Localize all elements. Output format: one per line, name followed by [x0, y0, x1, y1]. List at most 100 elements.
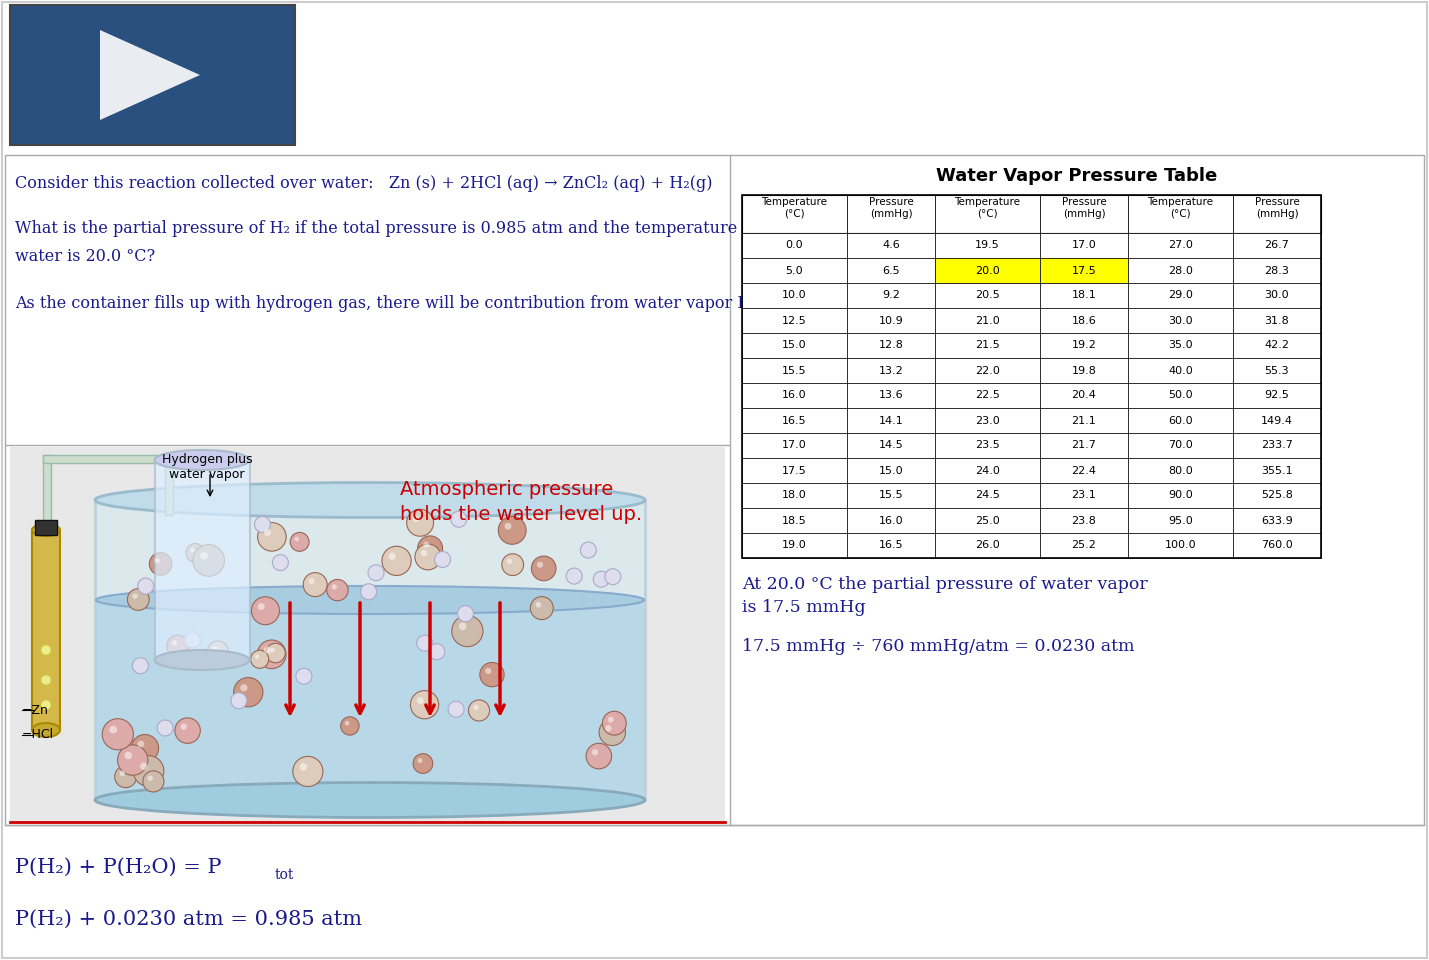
Bar [847, 408, 935, 433]
Circle shape [207, 641, 229, 661]
Text: What is the partial pressure of H₂ if the total pressure is 0.985 atm and the te: What is the partial pressure of H₂ if th… [14, 220, 789, 237]
Circle shape [186, 543, 204, 563]
Text: 28.0: 28.0 [1167, 266, 1193, 276]
Text: 10.9: 10.9 [879, 316, 903, 325]
Text: Pressure
(mmHg): Pressure (mmHg) [869, 197, 913, 219]
Circle shape [309, 578, 314, 584]
Bar [1040, 258, 1127, 283]
Text: Pressure
(mmHg): Pressure (mmHg) [1062, 197, 1106, 219]
Text: 29.0: 29.0 [1167, 291, 1193, 300]
Bar [742, 458, 847, 483]
Text: 12.8: 12.8 [879, 341, 903, 350]
Circle shape [184, 632, 200, 648]
Circle shape [303, 572, 327, 596]
Circle shape [133, 593, 137, 599]
Circle shape [41, 700, 51, 710]
Bar [742, 433, 847, 458]
Circle shape [109, 726, 117, 733]
Text: Temperature
(°C): Temperature (°C) [955, 197, 1020, 219]
Ellipse shape [31, 723, 60, 737]
Bar [31, 530, 60, 730]
Circle shape [211, 646, 217, 651]
Text: 31.8: 31.8 [1265, 316, 1289, 325]
Text: At 20.0 °C the partial pressure of water vapor
is 17.5 mmHg: At 20.0 °C the partial pressure of water… [742, 576, 1147, 616]
Text: 16.0: 16.0 [782, 391, 807, 400]
Circle shape [603, 711, 626, 735]
Text: Water Vapor Pressure Table: Water Vapor Pressure Table [936, 167, 1218, 185]
Text: 633.9: 633.9 [1262, 516, 1293, 525]
Text: 149.4: 149.4 [1260, 416, 1293, 425]
Text: 19.5: 19.5 [975, 241, 1000, 251]
Circle shape [266, 643, 286, 662]
Bar [1040, 383, 1127, 408]
Circle shape [300, 763, 307, 771]
Text: 23.1: 23.1 [1072, 491, 1096, 500]
Bar [1233, 358, 1320, 383]
Circle shape [254, 516, 270, 533]
Circle shape [157, 720, 173, 736]
Circle shape [417, 758, 423, 763]
Text: 21.5: 21.5 [975, 341, 1000, 350]
Text: 24.0: 24.0 [975, 466, 1000, 475]
Circle shape [417, 536, 443, 561]
Circle shape [607, 716, 613, 723]
Circle shape [150, 553, 171, 575]
Circle shape [486, 668, 492, 674]
Ellipse shape [31, 524, 60, 536]
Bar [1040, 458, 1127, 483]
Circle shape [469, 700, 490, 721]
Circle shape [566, 568, 582, 584]
Polygon shape [100, 30, 200, 120]
Bar [1040, 358, 1127, 383]
Bar [935, 458, 1040, 483]
Bar [935, 333, 1040, 358]
Text: 21.0: 21.0 [975, 316, 1000, 325]
Circle shape [340, 717, 359, 735]
Text: 17.5: 17.5 [782, 466, 807, 475]
Bar [1127, 508, 1233, 533]
Bar [1233, 483, 1320, 508]
Circle shape [240, 684, 247, 691]
Bar [935, 383, 1040, 408]
Circle shape [257, 522, 286, 551]
Circle shape [499, 516, 526, 544]
Circle shape [257, 603, 264, 610]
Text: 233.7: 233.7 [1260, 441, 1293, 450]
Circle shape [504, 522, 512, 530]
Text: 24.5: 24.5 [975, 491, 1000, 500]
Bar [1127, 433, 1233, 458]
Text: Temperature
(°C): Temperature (°C) [762, 197, 827, 219]
Bar [935, 408, 1040, 433]
Circle shape [604, 725, 612, 732]
Circle shape [290, 533, 309, 551]
Text: 17.0: 17.0 [1072, 241, 1096, 251]
Circle shape [332, 585, 337, 589]
Text: 50.0: 50.0 [1167, 391, 1193, 400]
Bar [1127, 408, 1233, 433]
Text: 5.0: 5.0 [786, 266, 803, 276]
Text: 16.5: 16.5 [879, 540, 903, 550]
Text: 20.5: 20.5 [975, 291, 1000, 300]
Bar [847, 333, 935, 358]
Bar [1127, 233, 1233, 258]
Circle shape [257, 640, 286, 668]
Circle shape [140, 762, 147, 770]
Bar [1040, 308, 1127, 333]
Text: 15.5: 15.5 [782, 366, 807, 375]
Text: 10.0: 10.0 [782, 291, 807, 300]
Circle shape [133, 756, 164, 786]
Circle shape [174, 718, 200, 743]
Ellipse shape [154, 450, 250, 470]
Bar [43, 455, 173, 463]
Circle shape [131, 734, 159, 762]
Circle shape [450, 512, 467, 527]
Bar [935, 433, 1040, 458]
Text: 23.5: 23.5 [975, 441, 1000, 450]
Text: 22.4: 22.4 [1072, 466, 1096, 475]
Circle shape [114, 766, 137, 787]
Text: 355.1: 355.1 [1262, 466, 1293, 475]
Circle shape [293, 756, 323, 786]
Text: 525.8: 525.8 [1260, 491, 1293, 500]
Circle shape [413, 754, 433, 774]
Text: 23.0: 23.0 [975, 416, 1000, 425]
